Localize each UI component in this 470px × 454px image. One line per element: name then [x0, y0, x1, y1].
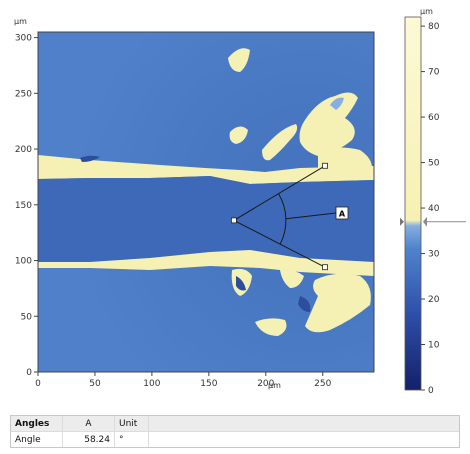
y-axis: 0 50 100 150 200 250 300	[15, 34, 38, 378]
row-value: 58.24	[63, 432, 115, 447]
flake	[305, 273, 371, 333]
y-tick-label: 150	[15, 201, 32, 211]
header-unit: Unit	[115, 416, 149, 431]
pit	[298, 296, 311, 312]
flake-shade	[330, 97, 344, 110]
x-tick-label: 100	[143, 379, 160, 389]
x-tick-label: 250	[314, 379, 331, 389]
colorbar-tick-label: 0	[428, 386, 434, 396]
colorbar-tick-label: 70	[428, 68, 440, 78]
angle-arm-lower	[233, 219, 326, 268]
flake	[255, 318, 287, 336]
row-unit: °	[115, 432, 149, 447]
plot-frame	[37, 31, 375, 373]
y-unit-label: µm	[14, 17, 27, 26]
flake	[229, 126, 248, 144]
lower-edge-band	[38, 250, 374, 276]
pit	[236, 276, 246, 291]
flake	[280, 269, 304, 288]
pit	[80, 155, 100, 162]
x-tick-label: 150	[200, 379, 217, 389]
angle-leader-line	[285, 212, 337, 220]
colorbar-tick-label: 60	[428, 113, 440, 123]
row-name: Angle	[11, 432, 63, 447]
angle-endpoint-handle[interactable]	[322, 264, 328, 271]
threshold-arrow-left	[400, 217, 404, 226]
results-header-row: Angles A Unit	[11, 416, 459, 432]
flake	[262, 124, 298, 161]
x-axis: 0 50 100 150 200 250	[35, 372, 332, 389]
flake	[299, 92, 358, 156]
colorbar-tick-label: 30	[428, 250, 440, 260]
x-unit-label: µm	[268, 381, 281, 390]
height-map[interactable]	[38, 32, 374, 372]
header-filler	[149, 416, 459, 431]
upper-edge-band	[38, 155, 374, 184]
angle-measurement[interactable]: A	[231, 162, 349, 271]
colorbar-tick-label: 40	[428, 204, 440, 214]
y-tick-label: 50	[21, 312, 33, 322]
angle-label-box[interactable]	[335, 206, 349, 220]
colorbar-axis: 0 10 20 30 40 50 60 70 80	[421, 22, 440, 396]
y-tick-label: 300	[15, 34, 32, 44]
colorbar-unit-label: µm	[420, 7, 433, 16]
results-table: Angles A Unit Angle 58.24 °	[10, 415, 460, 448]
colorbar-tick-label: 20	[428, 295, 440, 305]
flake	[228, 48, 250, 72]
y-tick-label: 250	[15, 89, 32, 99]
header-a: A	[63, 416, 115, 431]
angle-arc	[278, 193, 287, 245]
angle-label: A	[339, 210, 346, 219]
colorbar-tick-label: 10	[428, 341, 440, 351]
colorbar-tick-label: 80	[428, 22, 440, 32]
groove	[38, 176, 374, 262]
table-row[interactable]: Angle 58.24 °	[11, 432, 459, 447]
colorbar[interactable]	[404, 16, 422, 391]
colorbar-tick-label: 50	[428, 159, 440, 169]
threshold-arrow-right	[423, 216, 427, 227]
y-tick-label: 100	[15, 257, 32, 267]
angle-endpoint-handle[interactable]	[322, 162, 328, 169]
x-tick-label: 200	[257, 379, 274, 389]
flake	[318, 147, 372, 168]
angle-vertex-handle[interactable]	[231, 217, 237, 224]
colorbar-threshold-handle[interactable]	[400, 216, 466, 227]
y-tick-label: 200	[15, 145, 32, 155]
header-angles: Angles	[11, 416, 63, 431]
row-filler	[149, 432, 459, 447]
angle-arm-upper	[233, 165, 326, 221]
x-tick-label: 0	[35, 379, 41, 389]
y-tick-label: 0	[26, 368, 32, 378]
x-tick-label: 50	[89, 379, 101, 389]
